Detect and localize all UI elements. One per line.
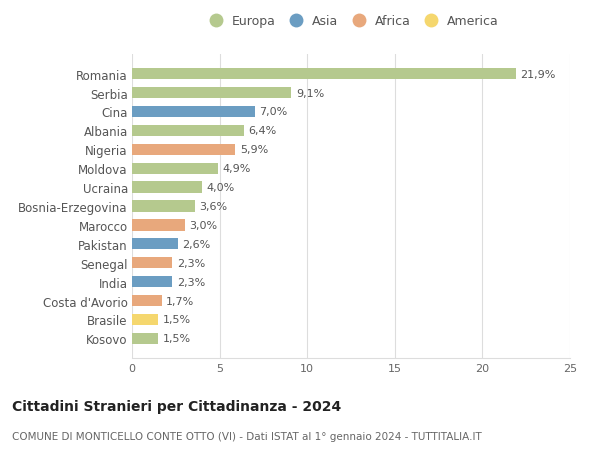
Text: 3,0%: 3,0% [189, 220, 217, 230]
Legend: Europa, Asia, Africa, America: Europa, Asia, Africa, America [201, 13, 501, 31]
Text: 2,6%: 2,6% [182, 239, 210, 249]
Bar [132, 220, 185, 231]
Text: 21,9%: 21,9% [520, 69, 556, 79]
Bar [132, 239, 178, 250]
Text: 9,1%: 9,1% [296, 89, 324, 98]
Text: COMUNE DI MONTICELLO CONTE OTTO (VI) - Dati ISTAT al 1° gennaio 2024 - TUTTITALI: COMUNE DI MONTICELLO CONTE OTTO (VI) - D… [12, 431, 482, 442]
Bar [132, 333, 158, 344]
Bar [132, 69, 515, 80]
Text: 7,0%: 7,0% [259, 107, 287, 117]
Bar [132, 163, 218, 174]
Bar [132, 125, 244, 137]
Bar [132, 314, 158, 325]
Text: 2,3%: 2,3% [176, 258, 205, 268]
Text: 5,9%: 5,9% [240, 145, 268, 155]
Text: 6,4%: 6,4% [248, 126, 277, 136]
Bar [132, 182, 202, 193]
Bar [132, 144, 235, 156]
Bar [132, 106, 254, 118]
Text: Cittadini Stranieri per Cittadinanza - 2024: Cittadini Stranieri per Cittadinanza - 2… [12, 399, 341, 413]
Text: 2,3%: 2,3% [176, 277, 205, 287]
Text: 3,6%: 3,6% [199, 202, 227, 212]
Bar [132, 295, 162, 307]
Text: 4,9%: 4,9% [222, 164, 251, 174]
Bar [132, 88, 292, 99]
Bar [132, 201, 195, 212]
Bar [132, 276, 172, 288]
Text: 4,0%: 4,0% [206, 183, 235, 193]
Text: 1,7%: 1,7% [166, 296, 194, 306]
Text: 1,5%: 1,5% [163, 334, 191, 344]
Text: 1,5%: 1,5% [163, 315, 191, 325]
Bar [132, 257, 172, 269]
